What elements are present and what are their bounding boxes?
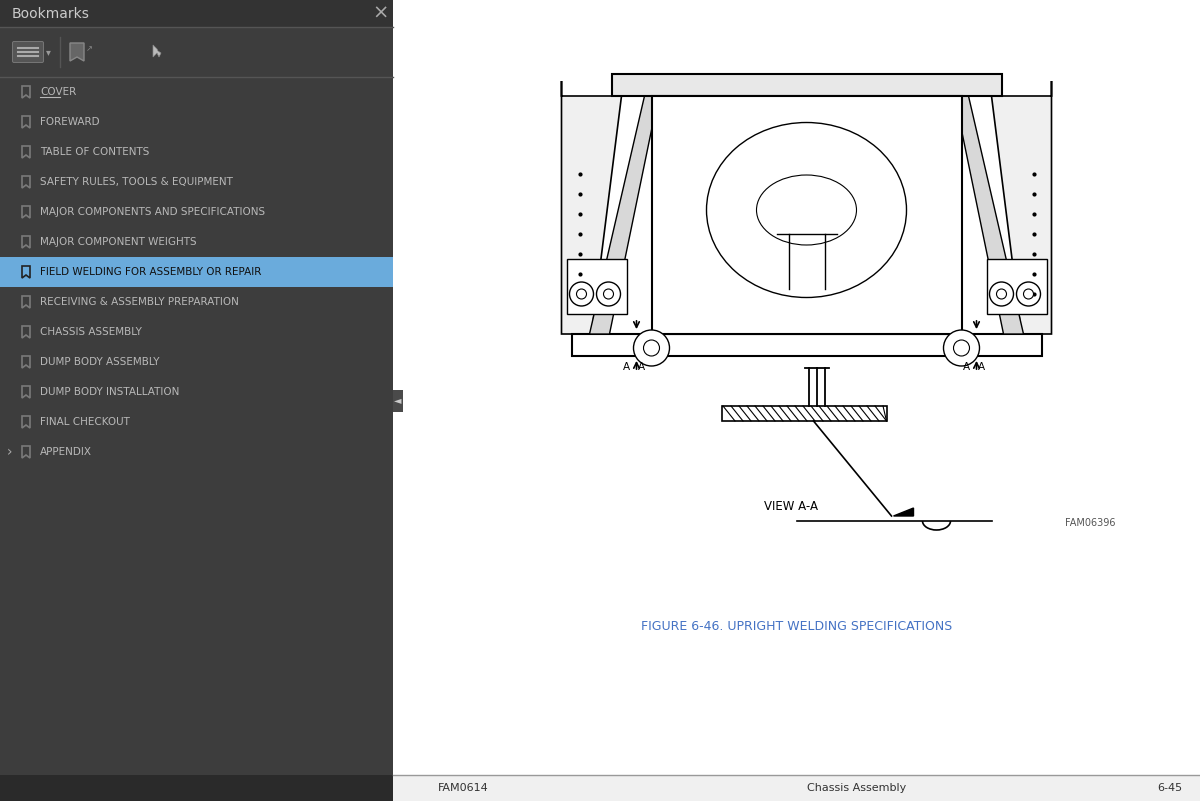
Text: FIELD WELDING FOR ASSEMBLY OR REPAIR: FIELD WELDING FOR ASSEMBLY OR REPAIR	[40, 267, 262, 277]
Polygon shape	[991, 81, 1051, 334]
Bar	[0, 0, 394, 801]
Text: MAJOR COMPONENT WEIGHTS: MAJOR COMPONENT WEIGHTS	[40, 237, 197, 247]
Text: A: A	[623, 362, 630, 372]
Bar	[986, 259, 1046, 314]
Text: CHASSIS ASSEMBLY: CHASSIS ASSEMBLY	[40, 327, 142, 337]
Bar	[0, 27, 394, 77]
Circle shape	[634, 330, 670, 366]
Text: FAM0614: FAM0614	[438, 783, 488, 793]
Polygon shape	[589, 96, 659, 334]
Circle shape	[990, 282, 1014, 306]
Circle shape	[570, 282, 594, 306]
Circle shape	[1016, 282, 1040, 306]
Bar	[571, 334, 1042, 356]
Text: Chassis Assembly: Chassis Assembly	[806, 783, 906, 793]
Circle shape	[996, 289, 1007, 299]
Circle shape	[596, 282, 620, 306]
Polygon shape	[562, 81, 622, 334]
Text: DUMP BODY ASSEMBLY: DUMP BODY ASSEMBLY	[40, 357, 160, 367]
Bar	[394, 389, 403, 412]
Bar	[394, 775, 1200, 801]
FancyBboxPatch shape	[12, 42, 43, 62]
Polygon shape	[154, 45, 161, 57]
Text: ◄: ◄	[395, 396, 402, 405]
Polygon shape	[70, 43, 84, 61]
Text: COVER: COVER	[40, 87, 77, 97]
Text: ▾: ▾	[46, 47, 50, 57]
Text: DUMP BODY INSTALLATION: DUMP BODY INSTALLATION	[40, 387, 179, 397]
Text: 6-45: 6-45	[1158, 783, 1182, 793]
Circle shape	[576, 289, 587, 299]
Bar	[652, 96, 961, 334]
Text: TABLE OF CONTENTS: TABLE OF CONTENTS	[40, 147, 149, 157]
Bar	[0, 775, 394, 801]
Bar	[0, 257, 394, 287]
Bar	[566, 259, 626, 314]
Ellipse shape	[707, 123, 906, 297]
Text: Bookmarks: Bookmarks	[12, 6, 90, 21]
Text: RECEIVING & ASSEMBLY PREPARATION: RECEIVING & ASSEMBLY PREPARATION	[40, 297, 239, 307]
Polygon shape	[954, 96, 1024, 334]
Text: VIEW A-A: VIEW A-A	[764, 500, 818, 513]
Bar	[721, 406, 887, 421]
Bar	[0, 0, 394, 27]
Text: A: A	[638, 362, 646, 372]
Text: SAFETY RULES, TOOLS & EQUIPMENT: SAFETY RULES, TOOLS & EQUIPMENT	[40, 177, 233, 187]
Circle shape	[604, 289, 613, 299]
Text: FIGURE 6-46. UPRIGHT WELDING SPECIFICATIONS: FIGURE 6-46. UPRIGHT WELDING SPECIFICATI…	[641, 619, 952, 633]
Bar	[394, 0, 1200, 801]
Text: MAJOR COMPONENTS AND SPECIFICATIONS: MAJOR COMPONENTS AND SPECIFICATIONS	[40, 207, 265, 217]
Bar	[612, 74, 1002, 96]
Polygon shape	[894, 508, 913, 516]
Text: ›: ›	[7, 445, 13, 459]
Text: FOREWARD: FOREWARD	[40, 117, 100, 127]
Circle shape	[954, 340, 970, 356]
Text: ×: ×	[373, 4, 389, 23]
Text: APPENDIX: APPENDIX	[40, 447, 92, 457]
Text: A: A	[978, 362, 985, 372]
Text: ↗: ↗	[86, 45, 94, 54]
Circle shape	[1024, 289, 1033, 299]
Text: A: A	[962, 362, 970, 372]
Text: FINAL CHECKOUT: FINAL CHECKOUT	[40, 417, 130, 427]
Circle shape	[943, 330, 979, 366]
Text: FAM06396: FAM06396	[1066, 518, 1116, 528]
Circle shape	[643, 340, 660, 356]
